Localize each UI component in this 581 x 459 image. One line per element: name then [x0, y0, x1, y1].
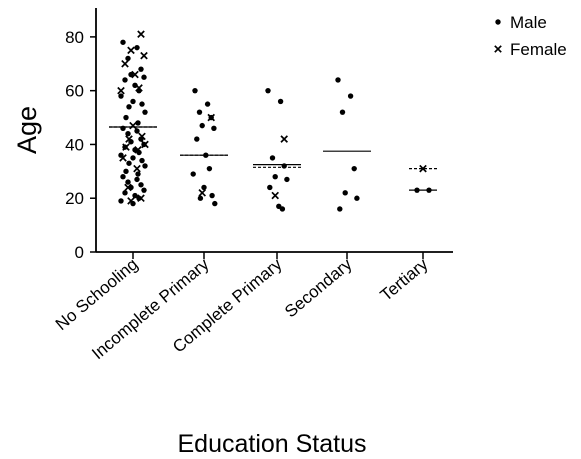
data-point-male [138, 66, 144, 72]
data-point-male [347, 93, 354, 99]
data-point-female [127, 197, 135, 205]
data-point-male [272, 174, 278, 180]
data-point-male [190, 171, 196, 177]
legend-label: Female [510, 40, 567, 59]
data-point-female [280, 135, 289, 143]
x-axis-label: Education Status [177, 430, 366, 458]
data-point-female [129, 121, 137, 130]
data-point-male [122, 77, 128, 83]
data-point-male [269, 155, 276, 161]
data-point-female [207, 113, 216, 122]
data-point-male [267, 184, 273, 191]
y-axis-label: Age [12, 106, 42, 154]
data-point-male [141, 74, 147, 80]
data-point-male [199, 122, 205, 129]
data-point-female [134, 146, 142, 154]
data-point-female [271, 191, 280, 200]
data-point-male [192, 87, 198, 94]
data-point-female [138, 132, 146, 141]
data-point-male [125, 179, 131, 185]
data-point-male [120, 174, 126, 180]
data-point-male [284, 176, 290, 183]
data-point-female [198, 189, 207, 197]
data-point-male [122, 190, 128, 196]
data-point-male [118, 198, 124, 204]
x-tick-label: Secondary [281, 254, 356, 321]
data-point-male [139, 157, 145, 164]
data-point-male [138, 182, 144, 188]
data-point-male [132, 82, 138, 88]
y-tick-label: 60 [65, 82, 84, 101]
data-point-female [131, 70, 139, 79]
data-point-female [122, 143, 130, 151]
data-point-female [125, 135, 133, 143]
data-point-female [141, 140, 149, 149]
legend-marker-male [495, 19, 501, 25]
y-tick-label: 40 [65, 135, 84, 154]
data-point-male [342, 190, 348, 196]
y-tick-group: 0 20 40 60 80 [65, 28, 96, 262]
legend-marker-female [494, 45, 502, 53]
data-point-male [134, 44, 140, 51]
data-point-male [130, 98, 136, 105]
data-point-male [212, 200, 218, 207]
data-point-male [134, 128, 140, 134]
plot-area [109, 30, 437, 212]
data-point-male [142, 109, 148, 115]
data-point-female [137, 30, 145, 39]
data-point-male [141, 187, 147, 193]
data-point-male [204, 101, 211, 107]
data-point-male [211, 125, 217, 132]
legend: Male Female [494, 13, 567, 59]
data-point-male [206, 165, 213, 172]
data-point-male [265, 87, 271, 94]
data-point-male [197, 195, 204, 201]
data-point-male [142, 163, 148, 169]
y-tick-label: 80 [65, 28, 84, 47]
data-point-male [209, 192, 215, 199]
data-point-male [128, 71, 134, 78]
data-point-male [139, 101, 145, 107]
legend-label: Male [510, 13, 547, 32]
data-point-female [127, 46, 135, 55]
data-point-male [201, 184, 207, 191]
y-tick-label: 0 [75, 243, 84, 262]
data-point-male [337, 206, 343, 212]
data-point-female [117, 86, 125, 95]
data-point-male [277, 98, 284, 105]
data-point-female [124, 183, 132, 192]
data-point-male [123, 168, 129, 175]
data-point-female [135, 84, 143, 92]
y-tick-label: 20 [65, 189, 84, 208]
data-point-female [419, 164, 427, 173]
data-point-male [196, 109, 203, 115]
data-point-male [123, 114, 129, 121]
x-tick-label: Tertiary [377, 254, 432, 305]
data-point-female [121, 59, 129, 68]
data-point-female [137, 194, 145, 203]
data-point-male [130, 155, 136, 161]
data-point-male [120, 39, 126, 45]
data-point-male [126, 160, 132, 166]
data-point-male [194, 136, 200, 142]
data-point-male [132, 192, 138, 199]
data-point-male [125, 55, 131, 62]
data-point-male [279, 206, 286, 212]
data-point-female [140, 51, 148, 60]
data-point-male [335, 77, 341, 83]
data-point-male [354, 195, 360, 201]
data-point-male [134, 176, 140, 183]
x-tick-label: Incomplete Primary [88, 254, 213, 363]
data-point-male [135, 171, 141, 177]
data-point-male [351, 165, 357, 172]
data-point-male [125, 130, 131, 137]
data-point-male [126, 104, 132, 110]
data-point-female [119, 154, 127, 162]
data-point-male [339, 109, 346, 115]
data-point-female [133, 164, 141, 173]
data-point-male [135, 120, 141, 126]
data-point-male [118, 93, 124, 99]
